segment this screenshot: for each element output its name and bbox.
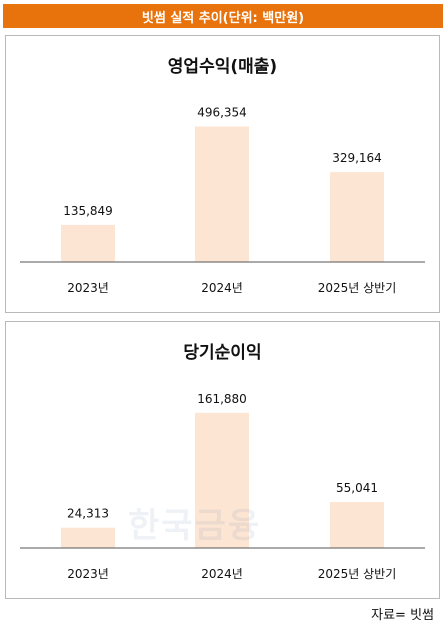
bar xyxy=(61,527,115,548)
data-label: 161,880 xyxy=(197,392,247,406)
bar xyxy=(61,224,115,262)
net-income-bar-chart: 24,313 2023년 161,880 2024년 55,041 2025년 상반기 xyxy=(20,392,425,581)
data-label: 135,849 xyxy=(63,204,113,218)
chart-banner-title: 빗썸 실적 추이(단위: 백만원) xyxy=(3,4,443,28)
bar xyxy=(330,172,384,262)
category-label: 2024년 xyxy=(201,281,243,295)
chart-title: 당기순이익 xyxy=(183,343,262,363)
bar xyxy=(330,502,384,548)
category-label: 2024년 xyxy=(201,567,243,581)
category-label: 2025년 상반기 xyxy=(318,281,397,295)
data-label: 24,313 xyxy=(67,507,109,521)
category-label: 2023년 xyxy=(67,567,109,581)
net-income-chart-panel: 당기순이익 24,313 2023년 161,880 2024년 55,041 2025년… xyxy=(5,321,440,599)
data-label: 55,041 xyxy=(336,481,378,495)
source-note: 자료= 빗썸 xyxy=(371,608,434,623)
revenue-chart-panel: 영업수익(매출) 135,849 2023년 496,354 2024년 329,164… xyxy=(5,35,440,313)
bar xyxy=(195,412,249,548)
category-label: 2025년 상반기 xyxy=(318,567,397,581)
chart-title: 영업수익(매출) xyxy=(167,57,278,77)
data-label: 329,164 xyxy=(332,151,382,165)
bar xyxy=(195,126,249,262)
data-label: 496,354 xyxy=(197,105,247,119)
category-label: 2023년 xyxy=(67,281,109,295)
revenue-bar-chart: 135,849 2023년 496,354 2024년 329,164 2025년 상반기 xyxy=(20,105,425,295)
